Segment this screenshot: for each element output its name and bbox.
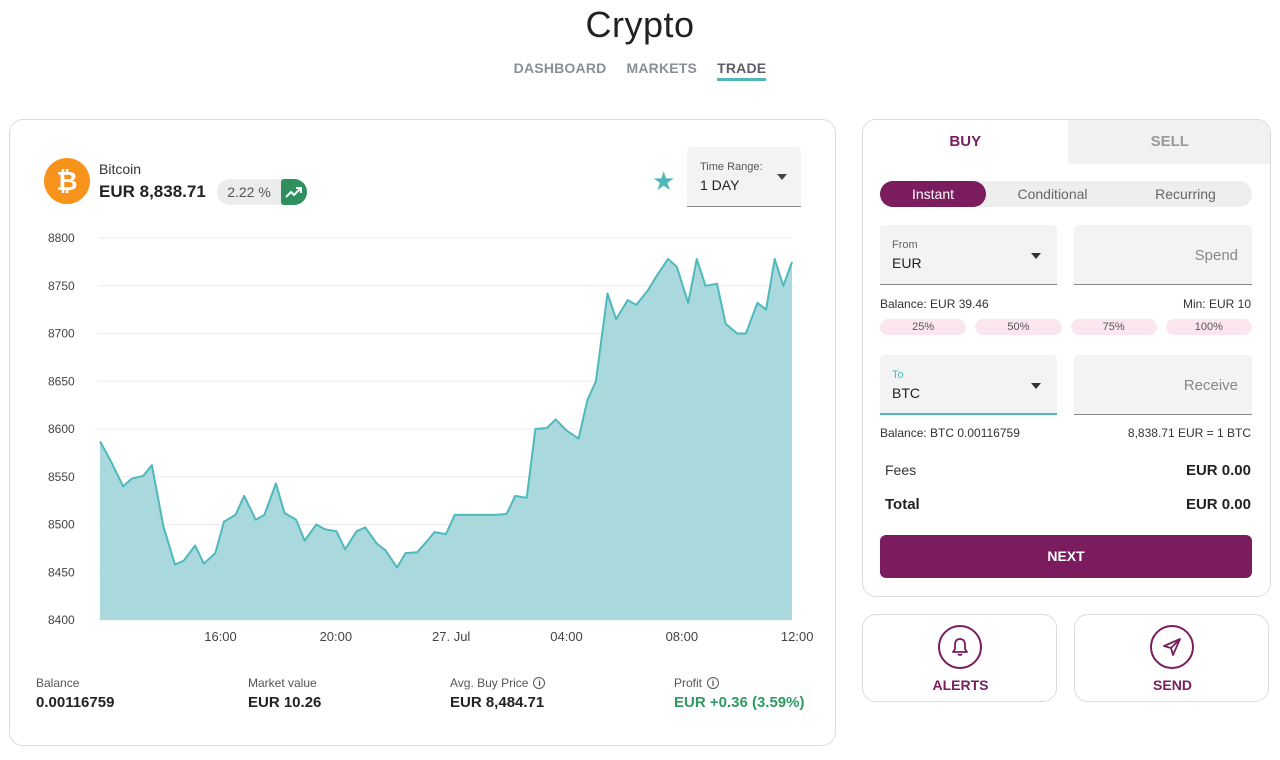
- alerts-button[interactable]: ALERTS: [862, 614, 1057, 702]
- app-title: Crypto: [585, 4, 695, 45]
- chevron-down-icon: [1031, 253, 1041, 259]
- send-icon: [1150, 625, 1194, 669]
- trade-card: BUY SELL Instant Conditional Recurring F…: [862, 119, 1271, 597]
- pct-25-button[interactable]: 25%: [880, 319, 967, 335]
- x-tick-label: 08:00: [666, 629, 699, 644]
- stat-label: Balance: [36, 676, 80, 690]
- send-button[interactable]: SEND: [1074, 614, 1269, 702]
- stat-value: EUR 8,484.71: [450, 694, 545, 711]
- time-range-value: 1 DAY: [700, 177, 740, 193]
- coin-name: Bitcoin: [99, 161, 142, 177]
- receive-placeholder: Receive: [1183, 377, 1238, 394]
- min-amount: Min: EUR 10: [1182, 297, 1251, 311]
- tab-sell[interactable]: SELL: [1067, 120, 1270, 164]
- x-tick-label: 27. Jul: [432, 629, 470, 644]
- mode-conditional[interactable]: Conditional: [1017, 186, 1088, 202]
- order-mode-toggle: Instant Conditional Recurring: [880, 181, 1252, 207]
- tab-buy[interactable]: BUY: [863, 120, 1068, 164]
- stat-value: EUR 10.26: [248, 694, 322, 711]
- alerts-label: ALERTS: [932, 677, 989, 693]
- stat-avg-buy-price: Avg. Buy Price i EUR 8,484.71: [450, 676, 546, 711]
- stat-label: Market value: [248, 676, 317, 690]
- change-badge: 2.22 %: [217, 179, 307, 205]
- chevron-down-icon: [777, 174, 787, 180]
- send-label: SEND: [1153, 677, 1192, 693]
- chart-card: ₿ Bitcoin EUR 8,838.71 2.22 % ★ Time Ran…: [9, 119, 836, 746]
- stat-label: Profit: [674, 676, 703, 690]
- total-label: Total: [885, 496, 920, 513]
- exchange-rate: 8,838.71 EUR = 1 BTC: [1127, 426, 1251, 440]
- spend-input[interactable]: Spend: [1074, 225, 1252, 285]
- mode-instant[interactable]: Instant: [880, 181, 986, 207]
- y-tick-label: 8500: [48, 518, 75, 532]
- y-tick-label: 8600: [48, 422, 75, 436]
- coin-price: EUR 8,838.71: [99, 182, 206, 201]
- x-tick-label: 12:00: [781, 629, 814, 644]
- trending-up-icon: [281, 179, 307, 205]
- time-range-select[interactable]: Time Range: 1 DAY: [687, 147, 801, 207]
- pct-100-button[interactable]: 100%: [1165, 319, 1252, 335]
- y-tick-label: 8450: [48, 565, 75, 579]
- next-button[interactable]: NEXT: [880, 535, 1252, 578]
- to-value: BTC: [892, 385, 920, 401]
- pct-50-button[interactable]: 50%: [975, 319, 1062, 335]
- y-tick-label: 8700: [48, 327, 75, 341]
- time-range-label: Time Range:: [700, 161, 763, 173]
- from-label: From: [892, 239, 918, 251]
- pct-75-button[interactable]: 75%: [1070, 319, 1157, 335]
- to-currency-select[interactable]: To BTC: [880, 355, 1057, 415]
- y-tick-label: 8800: [48, 231, 75, 245]
- x-tick-label: 16:00: [204, 629, 237, 644]
- bell-icon: [938, 625, 982, 669]
- price-area: [100, 259, 792, 620]
- y-tick-label: 8550: [48, 470, 75, 484]
- nav-markets[interactable]: MARKETS: [626, 60, 698, 76]
- total-value: EUR 0.00: [1185, 496, 1251, 513]
- total-row: Total EUR 0.00: [885, 496, 1251, 513]
- mode-recurring[interactable]: Recurring: [1155, 186, 1216, 202]
- info-icon[interactable]: i: [707, 677, 720, 689]
- top-nav: DASHBOARD MARKETS TRADE: [0, 60, 1280, 81]
- price-line: [99, 258, 793, 569]
- info-icon[interactable]: i: [533, 677, 546, 689]
- y-tick-label: 8750: [48, 279, 75, 293]
- to-label: To: [892, 369, 904, 381]
- fees-row: Fees EUR 0.00: [885, 462, 1251, 479]
- nav-dashboard[interactable]: DASHBOARD: [513, 60, 607, 76]
- bitcoin-icon: ₿: [44, 158, 90, 204]
- from-currency-select[interactable]: From EUR: [880, 225, 1057, 285]
- stat-profit: Profit i EUR +0.36 (3.59%): [674, 676, 804, 711]
- change-percent: 2.22 %: [227, 184, 271, 200]
- fees-value: EUR 0.00: [1185, 462, 1251, 479]
- trade-tabs: BUY SELL: [863, 120, 1270, 164]
- y-tick-label: 8400: [48, 613, 75, 627]
- percentage-buttons: 25% 50% 75% 100%: [880, 319, 1252, 335]
- y-tick-label: 8650: [48, 374, 75, 388]
- position-stats: Balance 0.00116759 Market value EUR 10.2…: [10, 676, 837, 726]
- stat-value: EUR +0.36 (3.59%): [674, 694, 805, 711]
- stat-balance: Balance 0.00116759: [36, 676, 114, 711]
- x-tick-label: 20:00: [320, 629, 353, 644]
- spend-placeholder: Spend: [1194, 247, 1238, 264]
- nav-trade[interactable]: TRADE: [717, 60, 767, 81]
- from-balance: Balance: EUR 39.46: [880, 297, 989, 311]
- x-tick-label: 04:00: [550, 629, 583, 644]
- stat-value: 0.00116759: [36, 694, 115, 711]
- fees-label: Fees: [885, 462, 917, 478]
- stat-market-value: Market value EUR 10.26: [248, 676, 321, 711]
- receive-input[interactable]: Receive: [1074, 355, 1252, 415]
- chevron-down-icon: [1031, 383, 1041, 389]
- stat-label: Avg. Buy Price: [450, 676, 529, 690]
- to-balance: Balance: BTC 0.00116759: [880, 426, 1020, 440]
- from-value: EUR: [892, 255, 922, 271]
- favorite-star-icon[interactable]: ★: [652, 166, 676, 196]
- price-chart: 8800 8750 8700 8650 8600 8550 8500 8450 8400 16:0…: [48, 231, 814, 644]
